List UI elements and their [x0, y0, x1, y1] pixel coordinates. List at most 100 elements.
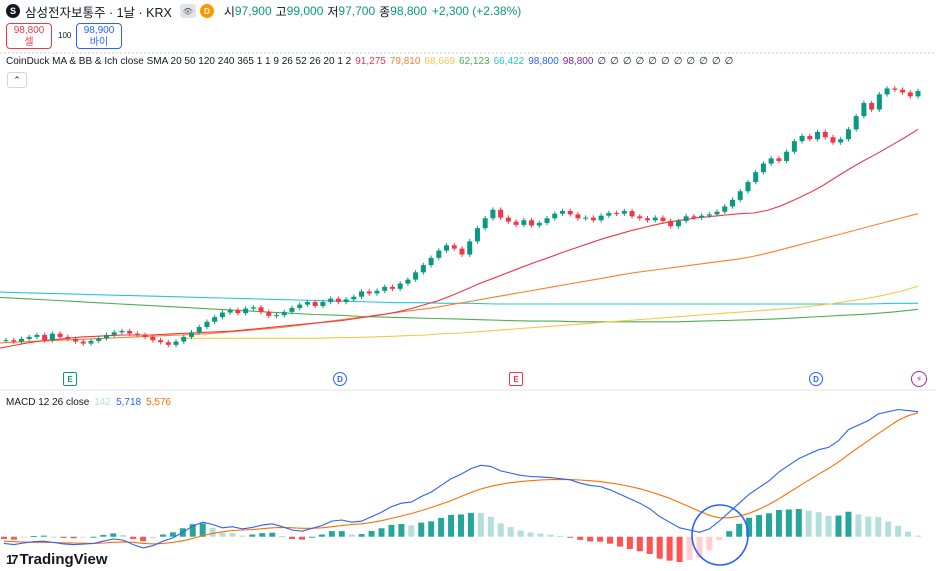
candle — [274, 315, 280, 317]
candle — [80, 341, 86, 344]
close-label: 종 — [379, 4, 391, 19]
macd-histogram-bar — [269, 532, 276, 537]
macd-histogram-bar — [259, 533, 266, 537]
macd-histogram-bar — [517, 530, 524, 537]
empty-value-icon: ∅ — [610, 56, 619, 67]
candle — [869, 102, 875, 110]
empty-value-icon: ∅ — [699, 56, 708, 67]
macd-histogram-bar — [885, 521, 892, 537]
dividend-event-icon[interactable]: D — [333, 372, 347, 386]
macd-histogram-bar — [626, 536, 633, 550]
macd-histogram-bar — [60, 536, 67, 538]
candle — [590, 217, 596, 221]
candle — [838, 139, 844, 143]
candle — [521, 220, 527, 225]
macd-histogram-bar — [90, 536, 97, 538]
candle — [714, 211, 720, 215]
macd-histogram-bar — [756, 515, 763, 537]
macd-line — [3, 408, 919, 549]
candle — [73, 338, 79, 342]
sell-label: 셀 — [24, 37, 34, 48]
candle — [652, 217, 658, 221]
candle — [420, 265, 426, 273]
macd-histogram-bar — [607, 536, 614, 544]
candle — [181, 336, 187, 342]
macd-histogram-bar — [477, 513, 484, 537]
macd-histogram-bar — [915, 535, 921, 537]
delay-badge[interactable]: D — [199, 4, 214, 18]
macd-histogram-bar — [746, 517, 753, 537]
candle — [103, 334, 109, 339]
candle — [490, 209, 496, 219]
macd-histogram-bar — [150, 536, 157, 539]
candle — [142, 334, 148, 337]
indicator-value-0: 91,275 — [355, 56, 386, 67]
candle — [289, 307, 295, 312]
candle — [397, 283, 403, 289]
macd-histogram-bar — [597, 536, 604, 542]
macd-histogram-bar — [20, 536, 27, 538]
candle — [730, 199, 736, 207]
macd-histogram-bar — [507, 527, 514, 537]
earnings-event-icon[interactable]: E — [509, 372, 523, 386]
eye-icon[interactable]: 👁 — [179, 4, 196, 18]
candle — [119, 331, 125, 333]
candle — [776, 158, 782, 161]
buy-button[interactable]: 98,900 바이 — [76, 23, 122, 49]
candle — [791, 141, 797, 152]
candle — [413, 272, 419, 280]
candle — [474, 228, 480, 242]
candle — [366, 291, 372, 294]
bolt-event-icon[interactable]: ⚡ — [911, 371, 927, 387]
low-label: 저 — [327, 4, 339, 19]
candle — [444, 245, 450, 251]
macd-histogram-bar — [487, 516, 494, 537]
collapse-legend-button[interactable]: ⌃ — [7, 72, 27, 88]
sell-button[interactable]: 98,800 셀 — [6, 23, 52, 49]
macd-histogram-bar — [438, 517, 445, 537]
indicator-value-1: 79,810 — [389, 56, 421, 67]
candle — [907, 92, 913, 97]
candle — [235, 309, 241, 314]
candle — [127, 331, 133, 334]
candle — [807, 135, 813, 140]
sma240-line — [0, 296, 919, 323]
macd-histogram-bar — [130, 536, 137, 539]
macd-histogram-bar — [527, 532, 534, 537]
tradingview-mark-icon: 17 — [6, 552, 19, 567]
sma120-line — [180, 285, 919, 339]
candle — [699, 215, 705, 218]
symbol-title[interactable]: 삼성전자보통주 · 1날 · KRX — [25, 5, 172, 20]
macd-histogram-bar — [378, 528, 385, 537]
candle — [467, 241, 473, 255]
earnings-event-icon[interactable]: E — [63, 372, 77, 386]
macd-histogram-bar — [497, 523, 504, 537]
candle — [212, 317, 218, 322]
candle — [281, 311, 287, 316]
macd-histogram-bar — [567, 536, 574, 538]
candle — [49, 333, 55, 341]
candle — [614, 213, 620, 215]
macd-histogram-bar — [110, 533, 117, 537]
candle — [343, 299, 349, 302]
dividend-event-icon[interactable]: D — [809, 372, 823, 386]
indicator-legend[interactable]: CoinDuck MA & BB & Ich close SMA 20 50 1… — [6, 56, 733, 67]
spread-value: 100 — [58, 31, 72, 40]
candle — [768, 158, 774, 164]
candle — [196, 327, 202, 333]
candle — [753, 172, 759, 183]
macd-histogram-bar — [706, 536, 713, 551]
macd-histogram-bar — [70, 536, 77, 539]
sma365-line — [0, 291, 918, 305]
candle — [529, 220, 535, 226]
macd-histogram-bar — [716, 536, 723, 541]
indicator-value-5: 98,800 — [528, 56, 559, 67]
macd-histogram-bar — [765, 513, 772, 537]
candle — [784, 151, 790, 161]
tradingview-logo[interactable]: 17 TradingView — [6, 551, 108, 568]
candle — [173, 341, 179, 345]
macd-legend[interactable]: MACD 12 26 close 142 5,718 5,576 — [6, 397, 171, 408]
candle — [505, 217, 511, 222]
macd-histogram-bar — [80, 536, 87, 538]
